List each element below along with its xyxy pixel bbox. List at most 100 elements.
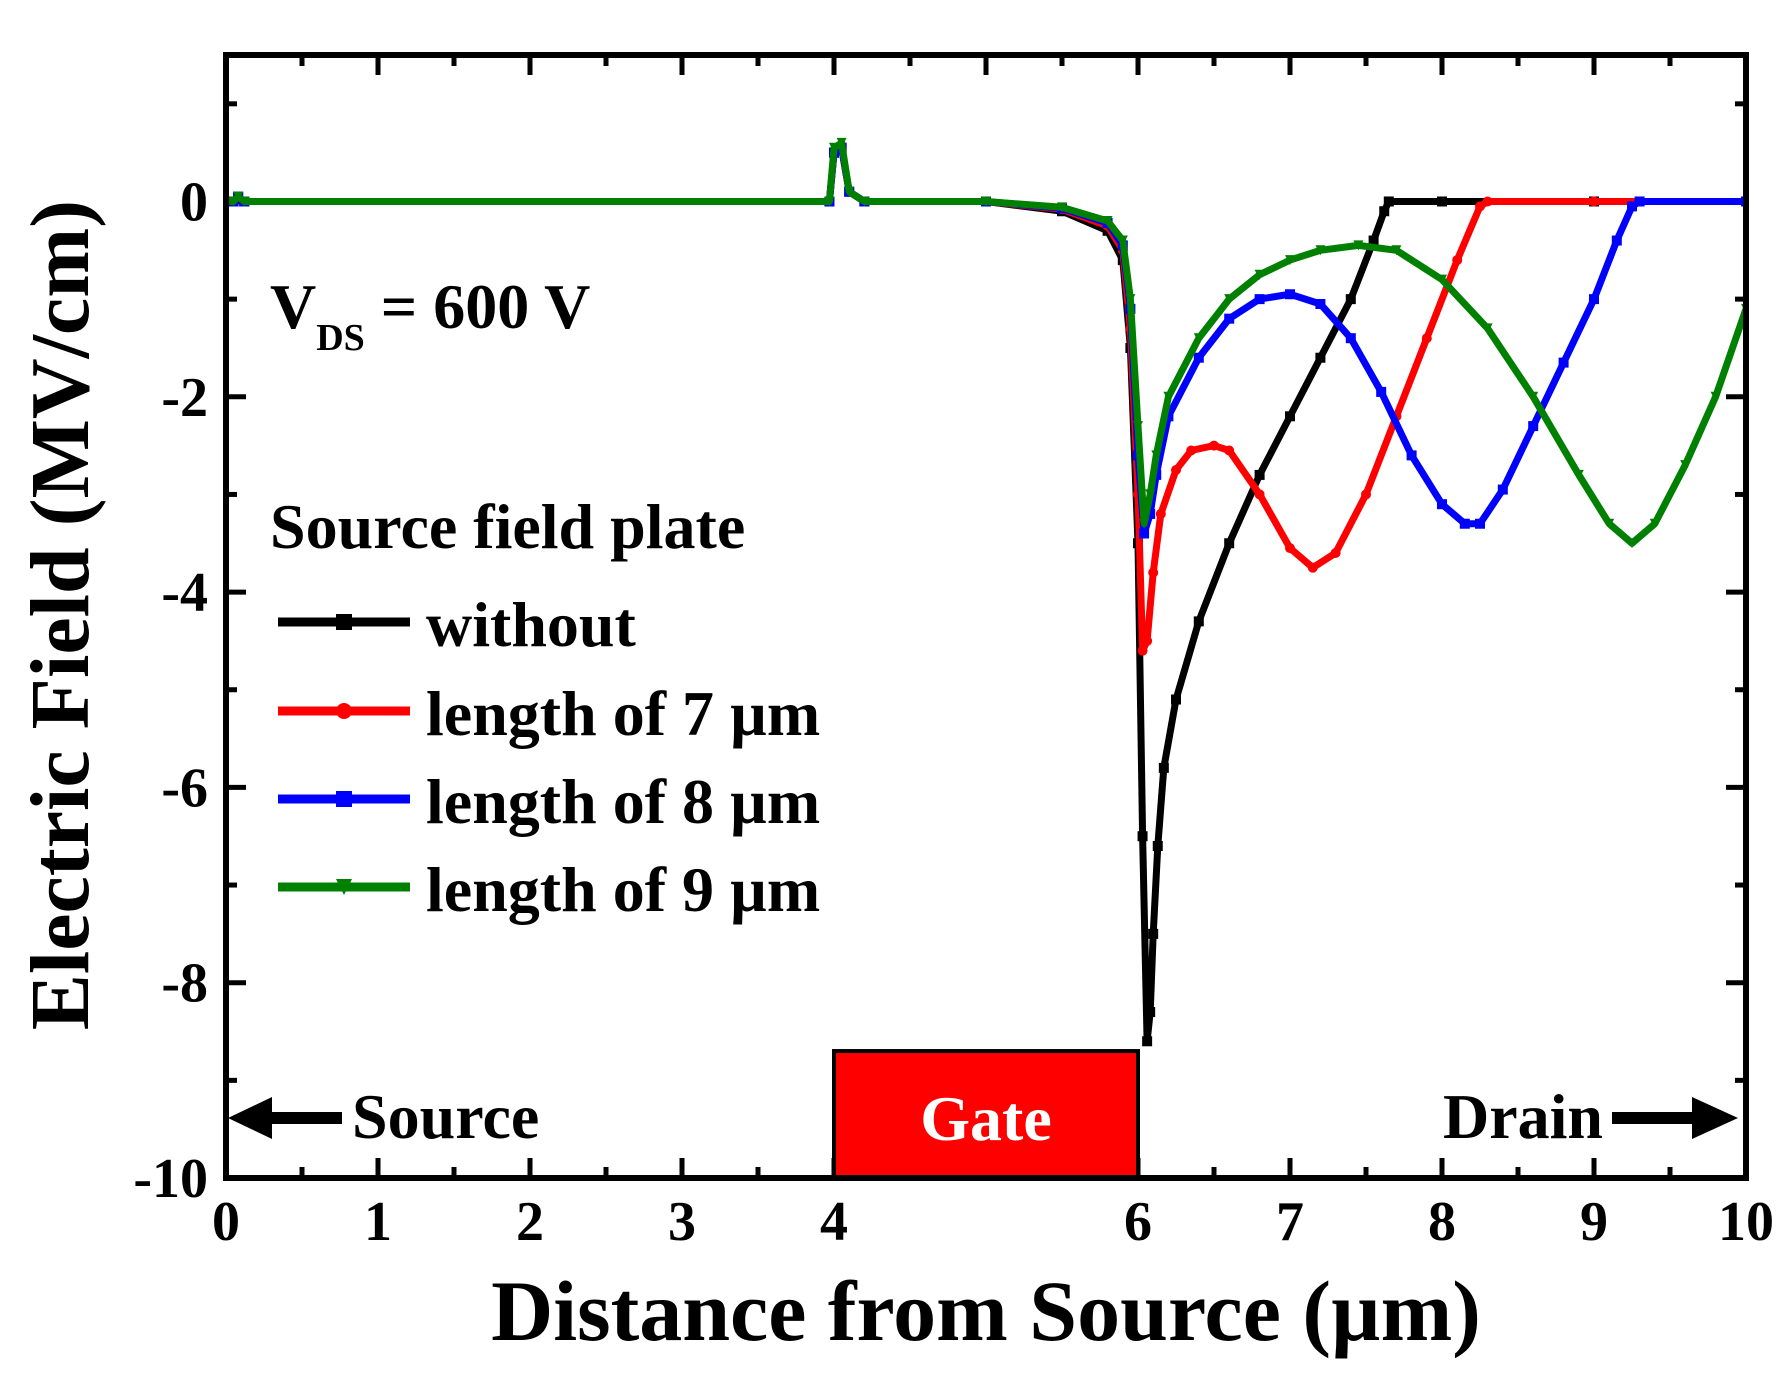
y-tick-label: 0 — [180, 171, 208, 233]
data-point — [1528, 391, 1539, 402]
data-point — [1459, 518, 1470, 529]
data-point — [1452, 255, 1463, 266]
data-point — [1406, 450, 1417, 461]
data-point — [1627, 201, 1637, 212]
data-point — [1315, 245, 1326, 256]
data-point — [1482, 323, 1493, 334]
data-point — [1125, 294, 1136, 305]
drain-arrow-icon — [1612, 1097, 1738, 1139]
plot-frame — [223, 52, 1749, 1181]
x-tick-label: 9 — [1580, 1191, 1608, 1253]
data-point — [1627, 538, 1637, 549]
data-point — [1573, 469, 1584, 480]
data-point — [1139, 518, 1150, 529]
data-point — [1142, 635, 1153, 646]
data-point — [1155, 508, 1166, 519]
data-point — [1368, 235, 1379, 246]
data-point — [1361, 489, 1371, 500]
source-label: Source — [352, 1081, 539, 1152]
data-point — [859, 196, 870, 207]
gate-region — [832, 1049, 1140, 1180]
data-point — [1680, 460, 1691, 471]
data-point — [1139, 528, 1150, 539]
legend-label: length of 7 µm — [426, 678, 820, 749]
data-point — [228, 196, 239, 207]
data-point — [1152, 840, 1163, 851]
legend-title: Source field plate — [270, 491, 745, 562]
data-point — [1145, 1006, 1156, 1017]
data-point — [1376, 386, 1387, 397]
data-point — [1224, 538, 1235, 549]
data-point — [1285, 411, 1295, 422]
legend-label: length of 9 µm — [426, 854, 820, 925]
data-point — [1102, 216, 1113, 227]
drain-label: Drain — [1443, 1081, 1603, 1152]
data-point — [1379, 206, 1390, 217]
x-tick-label: 10 — [1718, 1191, 1774, 1253]
data-point — [981, 196, 991, 207]
data-point — [1254, 294, 1265, 305]
data-point — [1057, 202, 1067, 213]
x-tick-label: 4 — [820, 1191, 848, 1253]
data-point — [1345, 333, 1356, 344]
data-point — [1345, 294, 1356, 305]
x-tick-label: 6 — [1124, 1191, 1152, 1253]
data-point — [336, 614, 352, 630]
y-tick-label: -10 — [133, 1148, 208, 1210]
data-point — [1649, 518, 1660, 529]
data-point — [336, 703, 352, 719]
gate-label: Gate — [920, 1083, 1052, 1154]
data-point — [1589, 294, 1599, 305]
data-point — [1315, 299, 1326, 310]
data-point — [1558, 357, 1569, 368]
data-point — [1209, 440, 1219, 451]
data-point — [1117, 235, 1128, 246]
data-point — [1437, 196, 1447, 207]
data-point — [1158, 762, 1169, 773]
data-point — [1437, 274, 1447, 285]
y-axis-title: Electric Field (MV/cm) — [14, 200, 107, 1030]
data-point — [1163, 391, 1174, 402]
y-tick-label: -8 — [161, 953, 208, 1015]
data-point — [1133, 421, 1143, 432]
data-point — [233, 191, 244, 202]
data-point — [1193, 616, 1204, 627]
data-point — [1151, 450, 1162, 461]
data-point — [1710, 391, 1721, 402]
legend-label: without — [426, 589, 637, 660]
data-point — [1254, 489, 1265, 500]
data-point — [1528, 421, 1539, 432]
data-point — [1145, 508, 1156, 519]
data-point — [1437, 499, 1447, 510]
x-tick-label: 7 — [1276, 1191, 1304, 1253]
data-point — [824, 196, 835, 207]
data-point — [1315, 352, 1326, 363]
series-1 — [226, 142, 1746, 656]
series-layer — [226, 137, 1746, 1047]
data-point — [1482, 196, 1493, 207]
x-tick-label: 2 — [516, 1191, 544, 1253]
vds-symbol: V — [270, 271, 316, 342]
data-point — [1330, 548, 1341, 559]
data-point — [1193, 352, 1204, 363]
data-point — [1383, 196, 1394, 207]
source-arrow-icon — [228, 1097, 342, 1139]
data-point — [1142, 1036, 1153, 1047]
data-point — [239, 196, 250, 207]
data-point — [1137, 831, 1148, 842]
data-point — [1193, 333, 1204, 344]
data-point — [1224, 445, 1235, 456]
data-point — [1634, 196, 1645, 207]
series-line — [226, 144, 1746, 655]
data-point — [1475, 201, 1485, 212]
data-point — [1171, 694, 1181, 705]
legend: without length of 7 µm length of 8 µm lengt… — [278, 589, 820, 925]
data-point — [1589, 196, 1599, 207]
data-point — [1611, 235, 1622, 246]
data-point — [1148, 928, 1159, 939]
data-point — [1171, 465, 1181, 476]
y-tick-label: -4 — [161, 562, 208, 624]
y-tick-label: -2 — [161, 367, 208, 429]
data-point — [1353, 240, 1364, 251]
data-point — [1148, 567, 1159, 578]
